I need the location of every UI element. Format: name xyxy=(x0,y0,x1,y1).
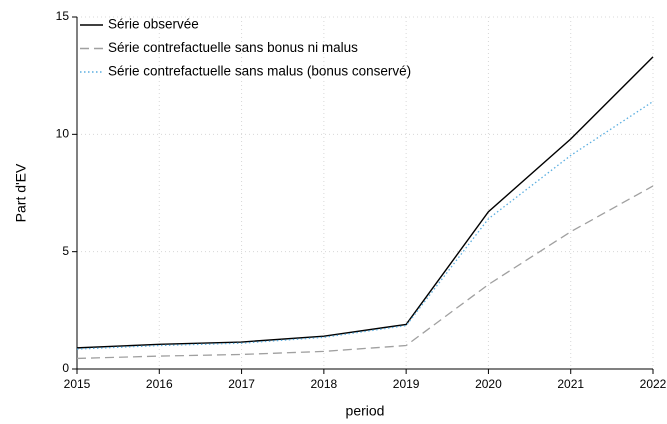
x-axis-title: period xyxy=(346,403,385,419)
series-line xyxy=(76,56,654,349)
legend-label: Série observée xyxy=(108,17,199,32)
x-tick-label: 2017 xyxy=(228,377,255,391)
legend-label: Série contrefactuelle sans malus (bonus … xyxy=(108,64,411,79)
y-tick-label: 10 xyxy=(56,127,70,141)
x-tick-label: 2018 xyxy=(311,377,338,391)
x-tick-label: 2020 xyxy=(475,377,502,391)
x-tick-label: 2022 xyxy=(640,377,667,391)
x-tick-label: 2021 xyxy=(557,377,584,391)
x-tick-label: 2019 xyxy=(393,377,420,391)
y-tick-label: 5 xyxy=(62,244,69,258)
series-line xyxy=(76,100,654,350)
series-line xyxy=(76,185,654,360)
y-tick-label: 0 xyxy=(62,361,69,375)
legend-label: Série contrefactuelle sans bonus ni malu… xyxy=(108,40,358,55)
x-tick-label: 2015 xyxy=(64,377,91,391)
legend: Série observée Série contrefactuelle sans… xyxy=(80,17,411,79)
y-axis-title: Part d'EV xyxy=(13,163,29,222)
y-tick-label: 15 xyxy=(56,9,70,23)
x-tick-label: 2016 xyxy=(146,377,173,391)
